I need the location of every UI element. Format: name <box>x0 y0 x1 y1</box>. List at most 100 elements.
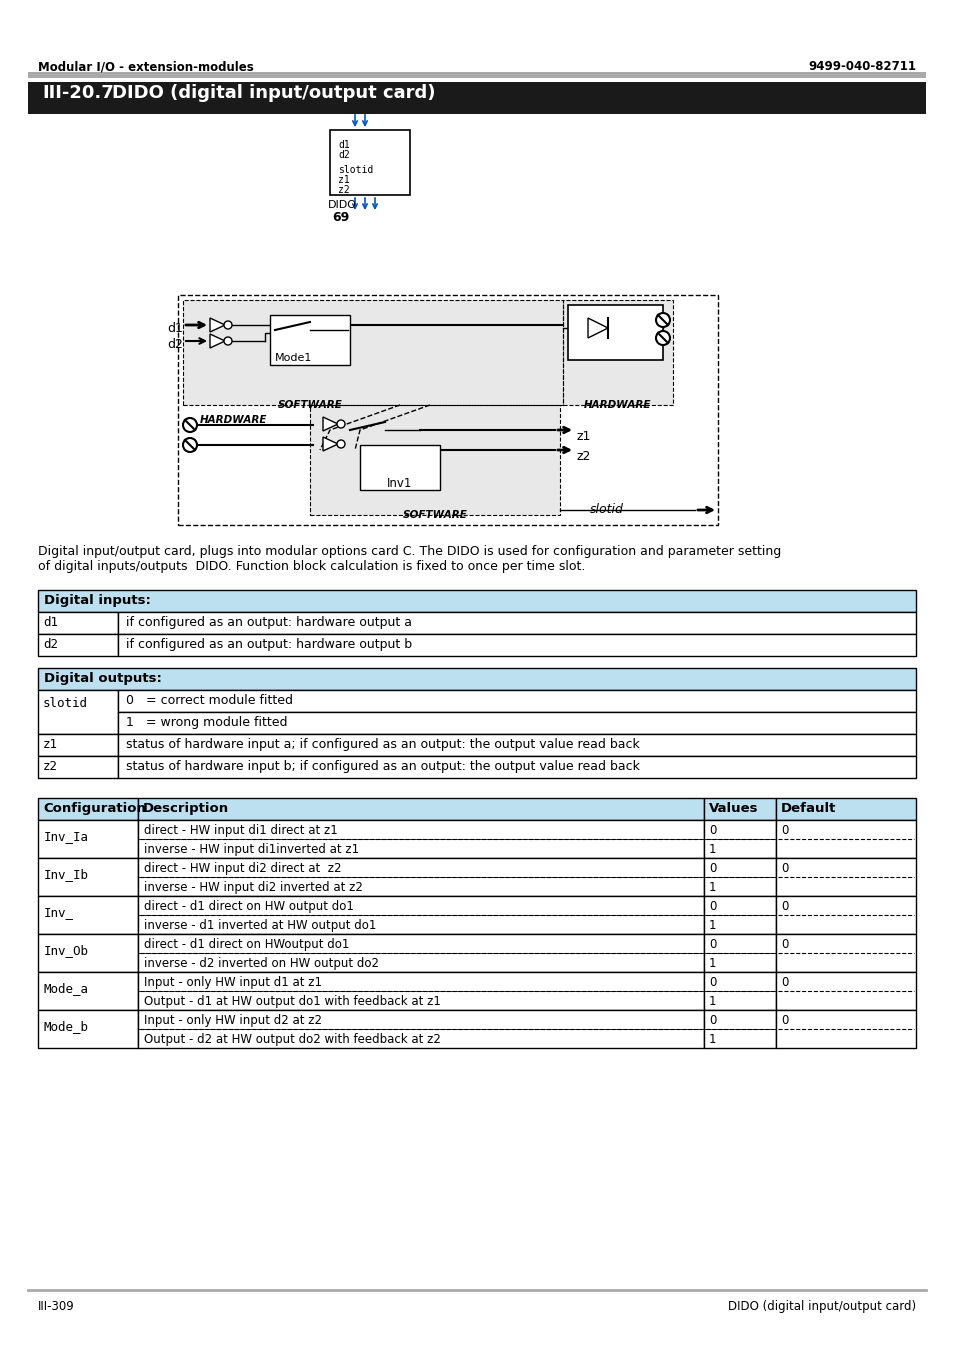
Bar <box>138 878 703 896</box>
Text: 0: 0 <box>781 863 787 875</box>
Text: 0: 0 <box>781 976 787 990</box>
Bar <box>138 859 703 896</box>
Bar <box>38 819 138 859</box>
Bar <box>359 446 439 490</box>
Bar <box>38 756 118 778</box>
Bar <box>703 798 775 819</box>
Bar <box>38 896 138 934</box>
Text: direct - d1 direct on HWoutput do1: direct - d1 direct on HWoutput do1 <box>144 938 349 950</box>
Text: of digital inputs/outputs  DIDO. Function block calculation is fixed to once per: of digital inputs/outputs DIDO. Function… <box>38 560 585 572</box>
Text: 1: 1 <box>708 882 716 894</box>
Text: inverse - HW input di1inverted at z1: inverse - HW input di1inverted at z1 <box>144 842 358 856</box>
Text: direct - HW input di2 direct at  z2: direct - HW input di2 direct at z2 <box>144 863 341 875</box>
Text: 1   = wrong module fitted: 1 = wrong module fitted <box>126 716 287 729</box>
Text: DIDO (digital input/output card): DIDO (digital input/output card) <box>112 84 435 103</box>
Text: z2: z2 <box>577 450 591 463</box>
Text: Inv1: Inv1 <box>387 477 413 490</box>
Text: 0: 0 <box>781 900 787 913</box>
Bar <box>562 300 672 405</box>
Bar <box>703 934 775 953</box>
Text: 0   = correct module fitted: 0 = correct module fitted <box>126 694 293 707</box>
Bar <box>138 798 703 819</box>
Text: if configured as an output: hardware output b: if configured as an output: hardware out… <box>126 639 412 651</box>
Bar <box>775 896 915 934</box>
Bar <box>138 896 703 934</box>
Text: Modular I/O - extension-modules: Modular I/O - extension-modules <box>38 59 253 73</box>
Bar <box>138 819 703 838</box>
Bar <box>270 315 350 364</box>
Bar <box>703 859 775 896</box>
Bar <box>118 634 915 656</box>
Text: d1: d1 <box>337 140 350 150</box>
Bar <box>138 972 703 1010</box>
Bar <box>38 734 118 756</box>
Text: inverse - HW input di2 inverted at z2: inverse - HW input di2 inverted at z2 <box>144 882 362 894</box>
Text: DIDO (digital input/output card): DIDO (digital input/output card) <box>727 1300 915 1314</box>
Polygon shape <box>210 333 225 348</box>
Text: DIDO: DIDO <box>328 200 356 211</box>
Bar <box>703 915 775 934</box>
Bar <box>138 896 703 915</box>
Bar <box>138 953 703 972</box>
Bar <box>703 1010 775 1048</box>
Bar <box>775 859 915 896</box>
Text: d2: d2 <box>43 639 58 651</box>
Bar <box>703 953 775 972</box>
Text: 0: 0 <box>708 900 716 913</box>
Text: if configured as an output: hardware output a: if configured as an output: hardware out… <box>126 616 412 629</box>
Text: SOFTWARE: SOFTWARE <box>402 510 467 520</box>
Bar <box>138 1010 703 1029</box>
Text: d2: d2 <box>167 338 183 351</box>
Text: Inv_Ia: Inv_Ia <box>44 830 89 844</box>
Bar <box>567 305 662 360</box>
Bar <box>310 405 559 514</box>
Bar <box>310 405 559 514</box>
Bar <box>138 1010 703 1048</box>
Bar <box>138 838 703 859</box>
Text: 0: 0 <box>708 976 716 990</box>
Text: Digital outputs:: Digital outputs: <box>44 672 162 684</box>
Text: Inv_Ib: Inv_Ib <box>44 868 89 882</box>
Bar <box>703 896 775 915</box>
Circle shape <box>336 440 345 448</box>
Text: status of hardware input a; if configured as an output: the output value read ba: status of hardware input a; if configure… <box>126 738 639 751</box>
Text: d1: d1 <box>43 616 58 629</box>
Text: 0: 0 <box>708 938 716 950</box>
Text: 1: 1 <box>708 842 716 856</box>
Text: Mode1: Mode1 <box>274 352 312 363</box>
Bar <box>775 819 915 859</box>
Text: Inv_: Inv_ <box>44 906 74 919</box>
Circle shape <box>224 321 232 329</box>
Bar <box>38 859 138 896</box>
Text: z2: z2 <box>43 760 58 774</box>
Bar <box>38 934 138 972</box>
Bar <box>703 991 775 1010</box>
Bar <box>138 859 703 878</box>
Text: 1: 1 <box>708 919 716 931</box>
Bar <box>38 798 138 819</box>
Bar <box>28 72 925 78</box>
Text: z1: z1 <box>577 431 591 443</box>
Text: Inv_Ob: Inv_Ob <box>44 945 89 957</box>
Bar <box>703 819 775 859</box>
Text: slotid: slotid <box>589 504 623 516</box>
Text: 69: 69 <box>332 211 349 224</box>
Text: Output - d1 at HW output do1 with feedback at z1: Output - d1 at HW output do1 with feedba… <box>144 995 440 1008</box>
Bar <box>38 612 118 634</box>
Bar <box>562 300 672 405</box>
Text: 1: 1 <box>708 995 716 1008</box>
Bar <box>775 934 915 972</box>
Polygon shape <box>323 437 337 451</box>
Bar <box>118 734 915 756</box>
Text: 0: 0 <box>708 1014 716 1027</box>
Text: d1: d1 <box>167 323 183 335</box>
Text: 0: 0 <box>781 824 787 837</box>
Text: 0: 0 <box>781 938 787 950</box>
Bar <box>775 1010 915 1048</box>
Polygon shape <box>323 417 337 431</box>
Text: 0: 0 <box>781 1014 787 1027</box>
Text: III-20.7: III-20.7 <box>42 84 113 103</box>
Bar <box>118 756 915 778</box>
Bar <box>118 690 915 711</box>
Text: direct - HW input di1 direct at z1: direct - HW input di1 direct at z1 <box>144 824 337 837</box>
